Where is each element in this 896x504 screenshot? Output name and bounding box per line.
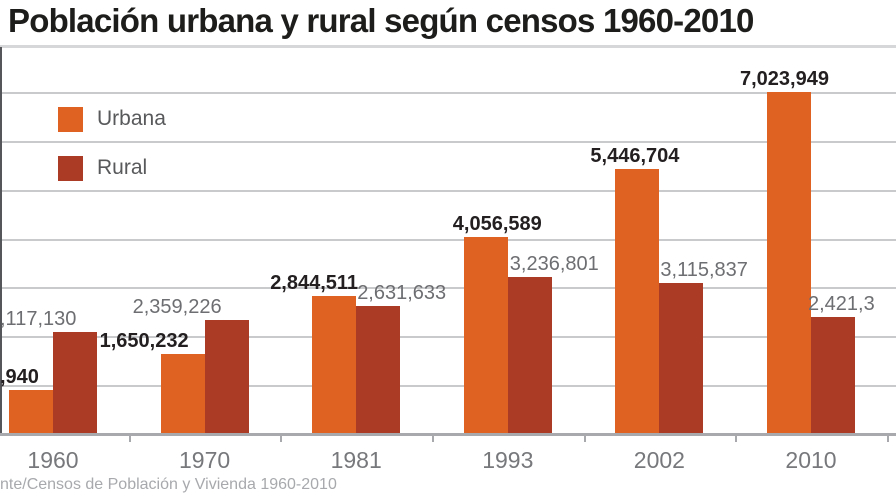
axis-tick xyxy=(886,433,889,442)
gridline xyxy=(0,92,896,95)
axis-label-2002: 2002 xyxy=(633,447,685,473)
gridline xyxy=(0,385,896,388)
value-label-urbana-2002: 5,446,704 xyxy=(590,144,680,167)
legend: Urbana Rural xyxy=(58,106,166,204)
axis-tick xyxy=(583,433,586,442)
value-label-rural-2010: 2,421,3 xyxy=(808,292,875,315)
bar-rural-1993 xyxy=(507,276,552,435)
gridline xyxy=(0,189,896,192)
gridline xyxy=(0,336,896,339)
bar-rural-2002 xyxy=(659,282,704,435)
axis-label-1970: 1970 xyxy=(179,447,231,473)
bar-urbana-1981 xyxy=(312,296,357,435)
axis-label-2010: 2010 xyxy=(785,447,837,473)
value-label-rural-1960: ,117,130 xyxy=(0,307,77,330)
legend-item-urbana: Urbana xyxy=(58,106,166,132)
source-note: nte/Censos de Población y Vivienda 1960-… xyxy=(0,476,337,493)
bar-urbana-2010 xyxy=(767,91,811,435)
value-label-urbana-1981: 2,844,511 xyxy=(270,272,359,295)
y-axis-line xyxy=(0,47,2,435)
axis-tick xyxy=(280,433,283,442)
bar-rural-2010 xyxy=(811,316,855,435)
legend-item-rural: Rural xyxy=(58,155,166,181)
value-label-urbana-2010: 7,023,949 xyxy=(740,67,829,90)
axis-label-1993: 1993 xyxy=(482,447,534,473)
axis-tick xyxy=(735,433,738,442)
bar-urbana-2002 xyxy=(615,168,660,435)
legend-swatch-urbana-icon xyxy=(58,106,83,132)
axis-tick xyxy=(432,433,434,442)
chart-title: Población urbana y rural según censos 19… xyxy=(8,2,754,39)
value-label-urbana-1993: 4,056,589 xyxy=(452,212,542,235)
value-label-rural-1981: 2,631,633 xyxy=(357,282,447,305)
legend-label-urbana: Urbana xyxy=(97,107,166,130)
bar-rural-1981 xyxy=(356,306,401,435)
value-label-rural-1993: 3,236,801 xyxy=(509,252,599,275)
axis-label-1960: 1960 xyxy=(27,447,79,473)
value-label-urbana-1960: ,940 xyxy=(0,365,39,388)
value-label-rural-2002: 3,115,837 xyxy=(660,258,748,281)
legend-swatch-rural-icon xyxy=(58,155,83,181)
bar-urbana-1970 xyxy=(160,354,205,435)
x-axis-line xyxy=(0,433,896,436)
gridline xyxy=(0,287,896,290)
bar-urbana-1993 xyxy=(463,236,508,435)
bar-rural-1960 xyxy=(53,331,97,435)
legend-label-rural: Rural xyxy=(97,156,148,179)
gridline xyxy=(0,238,896,241)
axis-tick xyxy=(128,433,131,442)
bar-urbana-1960 xyxy=(9,389,53,435)
bar-rural-1970 xyxy=(204,319,249,435)
gridline xyxy=(0,140,896,143)
value-label-rural-1970: 2,359,226 xyxy=(132,295,222,318)
title-divider xyxy=(0,45,896,48)
axis-label-1981: 1981 xyxy=(330,447,382,473)
value-label-urbana-1970: 1,650,232 xyxy=(99,330,189,353)
